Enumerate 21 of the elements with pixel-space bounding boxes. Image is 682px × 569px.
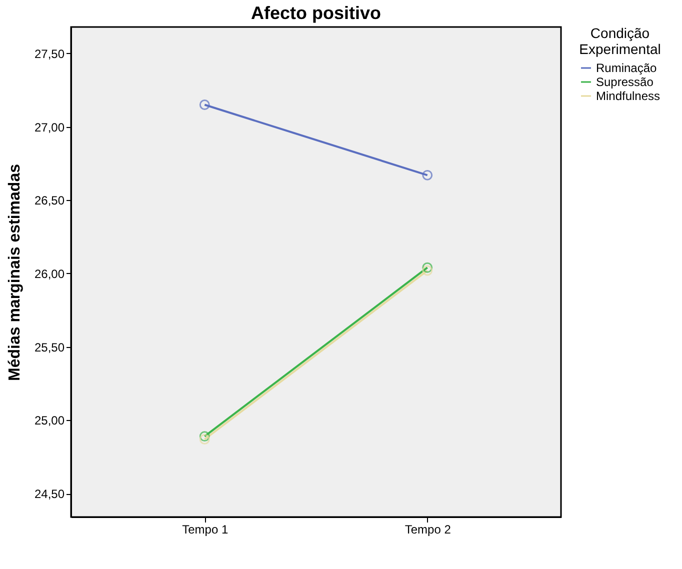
point bbox=[422, 265, 433, 276]
point bbox=[199, 431, 210, 442]
legend-title: Condição Experimental bbox=[579, 25, 661, 57]
y-tick-label: 27,50 bbox=[34, 46, 65, 61]
y-tick-label: 24,50 bbox=[34, 487, 65, 502]
point bbox=[199, 100, 210, 110]
x-tick-label: Tempo 2 bbox=[404, 522, 452, 536]
legend-label: Supressão bbox=[596, 75, 654, 89]
y-tick-label: 27,00 bbox=[34, 120, 65, 134]
x-tick-label: Tempo 1 bbox=[182, 522, 228, 536]
y-tick-label: 26,00 bbox=[34, 266, 65, 281]
y-axis-title: Médias marginais estimadas bbox=[6, 164, 24, 381]
point bbox=[422, 262, 433, 273]
y-tick-label: 25,00 bbox=[34, 414, 65, 428]
legend-label: Ruminação bbox=[596, 61, 658, 75]
legend-label: Mindfulness bbox=[596, 89, 660, 103]
chart-title: Afecto positivo bbox=[250, 3, 382, 23]
y-tick-label: 25,50 bbox=[34, 340, 65, 354]
point bbox=[422, 170, 433, 180]
point bbox=[199, 434, 210, 444]
y-tick-label: 26,50 bbox=[34, 194, 65, 208]
